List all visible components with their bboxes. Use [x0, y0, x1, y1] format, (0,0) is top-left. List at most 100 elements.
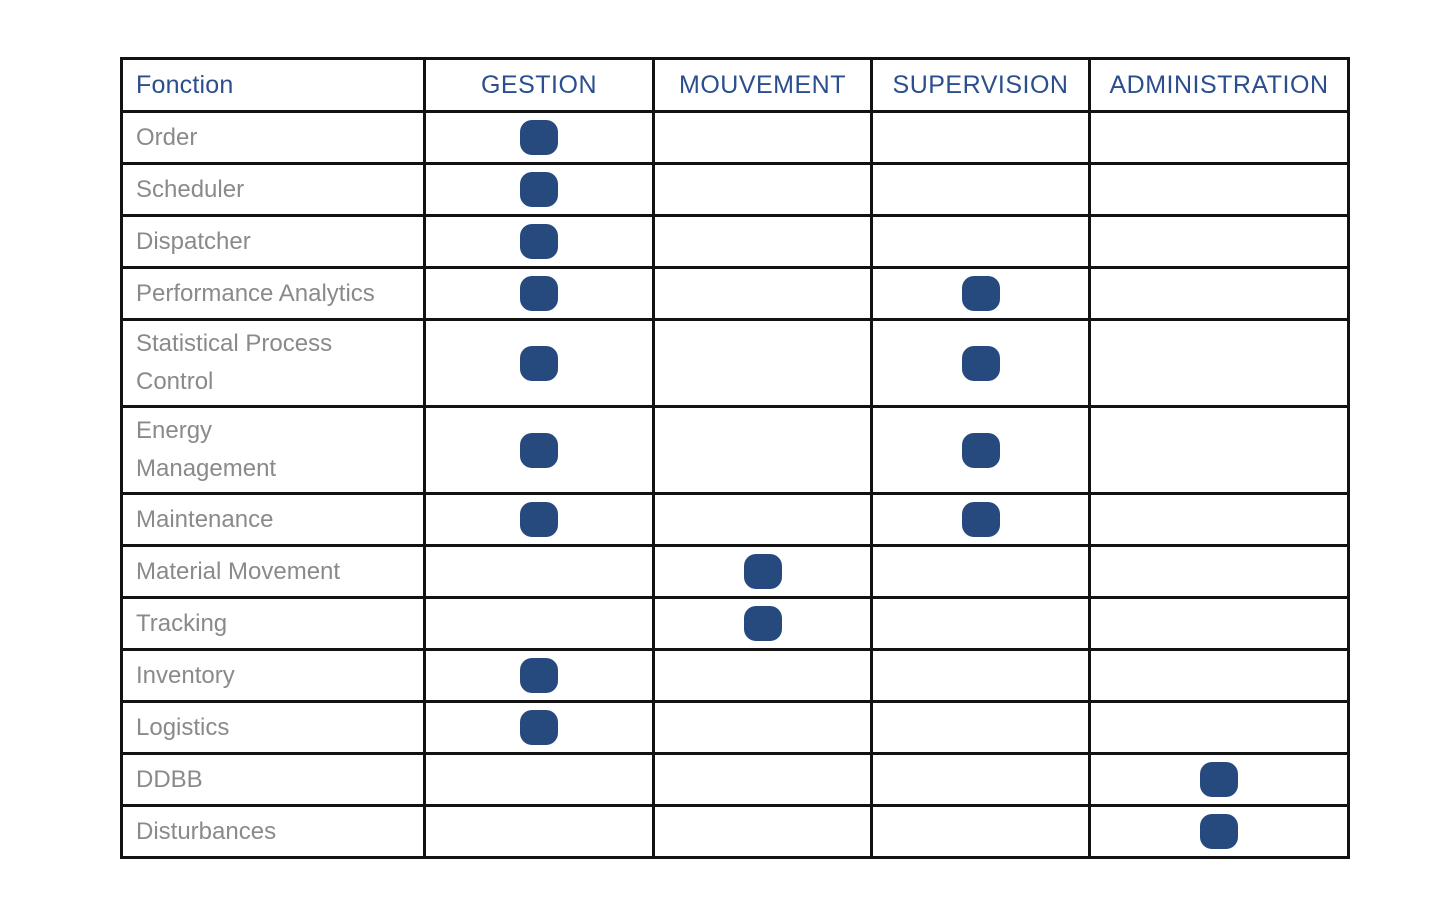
cell-gestion — [423, 266, 655, 321]
cell-supervision — [870, 492, 1091, 547]
row-label: Energy Management — [120, 405, 426, 495]
cell-mouvement — [652, 648, 873, 703]
cell-mouvement — [652, 162, 873, 217]
cell-mouvement — [652, 110, 873, 165]
header-row: Fonction GESTION MOUVEMENT SUPERVISION A… — [120, 57, 1350, 113]
cell-supervision — [870, 700, 1091, 755]
cell-administration — [1088, 110, 1350, 165]
cell-administration — [1088, 596, 1350, 651]
feature-dot — [520, 172, 558, 207]
cell-administration — [1088, 544, 1350, 599]
row-label: Tracking — [120, 596, 426, 651]
row-label: Disturbances — [120, 804, 426, 859]
cell-mouvement — [652, 266, 873, 321]
cell-administration — [1088, 318, 1350, 408]
cell-supervision — [870, 214, 1091, 269]
cell-administration — [1088, 700, 1350, 755]
cell-supervision — [870, 804, 1091, 859]
cell-administration — [1088, 804, 1350, 859]
cell-administration — [1088, 214, 1350, 269]
cell-gestion — [423, 492, 655, 547]
table-row: Order — [120, 110, 1350, 165]
cell-administration — [1088, 405, 1350, 495]
table-row: Logistics — [120, 700, 1350, 755]
table-row: Tracking — [120, 596, 1350, 651]
row-label: Maintenance — [120, 492, 426, 547]
cell-administration — [1088, 266, 1350, 321]
column-header-mouvement: MOUVEMENT — [652, 57, 873, 113]
row-label: Dispatcher — [120, 214, 426, 269]
cell-administration — [1088, 648, 1350, 703]
table-row: Energy Management — [120, 405, 1350, 495]
cell-mouvement — [652, 214, 873, 269]
feature-dot — [520, 276, 558, 311]
feature-dot — [1200, 814, 1238, 849]
feature-dot — [961, 502, 1000, 537]
feature-dot — [520, 120, 558, 155]
cell-gestion — [423, 648, 655, 703]
cell-gestion — [423, 752, 655, 807]
feature-dot — [743, 606, 782, 641]
column-header-administration: ADMINISTRATION — [1088, 57, 1350, 113]
cell-supervision — [870, 266, 1091, 321]
cell-gestion — [423, 162, 655, 217]
cell-supervision — [870, 752, 1091, 807]
row-label: Order — [120, 110, 426, 165]
row-label: Material Movement — [120, 544, 426, 599]
table-row: Inventory — [120, 648, 1350, 703]
cell-mouvement — [652, 544, 873, 599]
column-header-gestion: GESTION — [423, 57, 655, 113]
cell-gestion — [423, 405, 655, 495]
cell-supervision — [870, 162, 1091, 217]
cell-gestion — [423, 318, 655, 408]
feature-dot — [961, 276, 1000, 311]
cell-gestion — [423, 596, 655, 651]
feature-dot — [520, 432, 558, 468]
cell-gestion — [423, 110, 655, 165]
row-label: DDBB — [120, 752, 426, 807]
column-header-supervision: SUPERVISION — [870, 57, 1091, 113]
cell-gestion — [423, 544, 655, 599]
cell-gestion — [423, 700, 655, 755]
cell-mouvement — [652, 700, 873, 755]
table-row: Maintenance — [120, 492, 1350, 547]
cell-supervision — [870, 405, 1091, 495]
cell-supervision — [870, 544, 1091, 599]
cell-administration — [1088, 162, 1350, 217]
row-label: Statistical Process Control — [120, 318, 426, 408]
feature-dot — [520, 345, 558, 381]
row-label: Scheduler — [120, 162, 426, 217]
cell-supervision — [870, 596, 1091, 651]
cell-administration — [1088, 752, 1350, 807]
matrix-body: Order Scheduler Dispatcher Performance Anal… — [120, 110, 1350, 859]
cell-gestion — [423, 214, 655, 269]
feature-dot — [961, 432, 1000, 468]
feature-dot — [520, 224, 558, 259]
table-row: Disturbances — [120, 804, 1350, 859]
column-header-fonction: Fonction — [120, 57, 426, 113]
table-row: DDBB — [120, 752, 1350, 807]
feature-dot — [520, 658, 558, 693]
table-row: Material Movement — [120, 544, 1350, 599]
cell-mouvement — [652, 752, 873, 807]
feature-dot — [743, 554, 782, 589]
cell-gestion — [423, 804, 655, 859]
row-label: Performance Analytics — [120, 266, 426, 321]
table-row: Dispatcher — [120, 214, 1350, 269]
function-category-matrix: Fonction GESTION MOUVEMENT SUPERVISION A… — [120, 57, 1350, 859]
cell-supervision — [870, 318, 1091, 408]
cell-mouvement — [652, 804, 873, 859]
table-row: Scheduler — [120, 162, 1350, 217]
table-row: Statistical Process Control — [120, 318, 1350, 408]
feature-dot — [1200, 762, 1238, 797]
row-label: Logistics — [120, 700, 426, 755]
feature-dot — [520, 710, 558, 745]
cell-supervision — [870, 648, 1091, 703]
feature-dot — [520, 502, 558, 537]
cell-administration — [1088, 492, 1350, 547]
cell-supervision — [870, 110, 1091, 165]
feature-dot — [961, 345, 1000, 381]
cell-mouvement — [652, 318, 873, 408]
cell-mouvement — [652, 596, 873, 651]
cell-mouvement — [652, 405, 873, 495]
